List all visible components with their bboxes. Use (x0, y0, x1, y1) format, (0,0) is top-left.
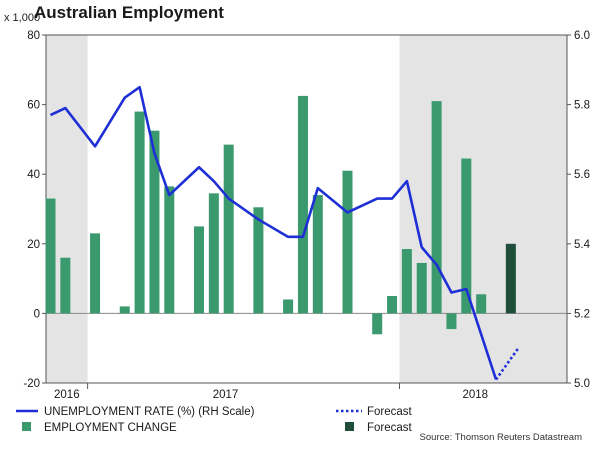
unemployment-line (49, 85, 498, 380)
legend-forecast-bar-swatch (345, 422, 354, 431)
legend-unemployment: UNEMPLOYMENT RATE (%) (RH Scale) (44, 406, 255, 418)
left-tick-label: 20 (27, 239, 40, 251)
employment-bar (134, 111, 145, 314)
employment-bar (387, 296, 398, 314)
employment-bar (208, 193, 219, 314)
employment-bar (45, 198, 56, 314)
employment-bar (312, 195, 323, 314)
legend-forecast-bar: Forecast (367, 422, 413, 434)
employment-bar (253, 207, 264, 314)
forecast-bar (505, 243, 516, 314)
source-note: Source: Thomson Reuters Datastream (419, 432, 582, 443)
right-tick-label: 5.8 (574, 100, 590, 112)
employment-bar (476, 294, 487, 314)
employment-bar (149, 130, 160, 314)
employment-bar (401, 249, 412, 314)
forecast-line (494, 347, 520, 381)
employment-bar (372, 313, 383, 335)
legend-bar-swatch (22, 422, 31, 431)
employment-bar (90, 233, 101, 314)
legend-forecast-line: Forecast (367, 406, 413, 418)
left-tick-label: 40 (27, 169, 40, 181)
right-tick-label: 5.2 (574, 308, 590, 320)
right-tick-label: 5.6 (574, 169, 590, 181)
employment-bar (446, 313, 457, 330)
employment-bar (283, 299, 294, 314)
employment-bar (119, 306, 130, 314)
employment-bar (461, 158, 472, 314)
x-year-label: 2016 (54, 389, 80, 401)
left-tick-label: 80 (27, 30, 40, 42)
left-tick-label: -20 (23, 378, 40, 390)
legend-employment-change: EMPLOYMENT CHANGE (44, 422, 177, 434)
right-tick-label: 6.0 (574, 30, 590, 42)
employment-bar (431, 101, 442, 314)
employment-bar (297, 95, 308, 314)
left-tick-label: 60 (27, 100, 40, 112)
left-tick-label: 0 (34, 308, 40, 320)
right-tick-label: 5.0 (574, 378, 590, 390)
employment-bar (60, 257, 71, 314)
employment-bar (223, 144, 234, 314)
employment-bar (342, 170, 353, 314)
employment-bar (416, 262, 427, 314)
employment-bar (194, 226, 204, 314)
x-year-label: 2017 (213, 389, 239, 401)
employment-bar (164, 186, 175, 314)
right-tick-label: 5.4 (574, 239, 591, 251)
left-axis-units: x 1,000 (4, 12, 41, 24)
x-year-label: 2018 (462, 389, 488, 401)
shade-2018 (399, 35, 567, 383)
chart-title: Australian Employment (34, 3, 224, 22)
